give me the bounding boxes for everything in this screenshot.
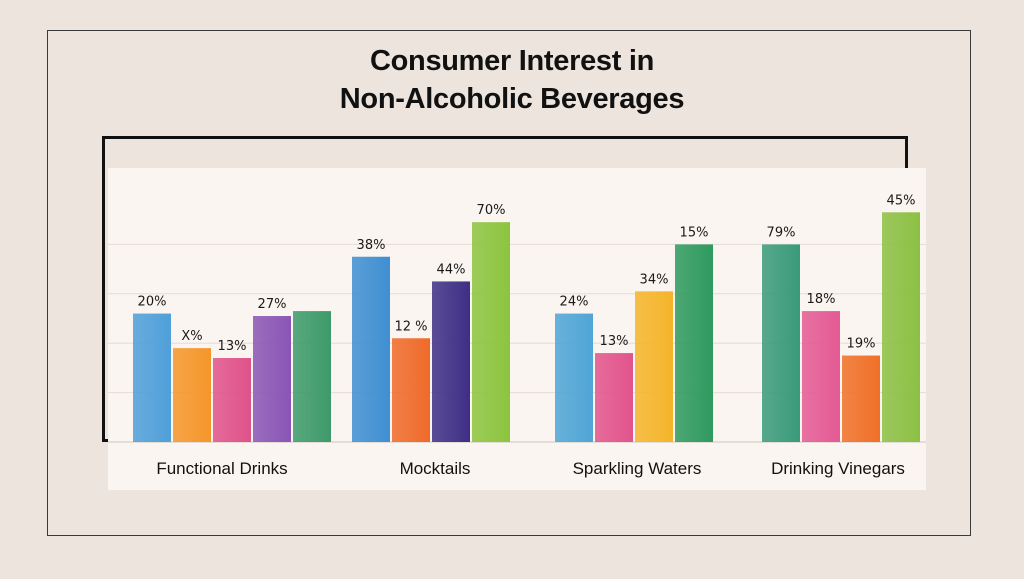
bar-0-4	[293, 311, 331, 442]
bars	[133, 212, 920, 442]
bar-value-label-1-0: 38%	[357, 238, 386, 253]
bar-value-label-2-0: 24%	[560, 295, 589, 310]
bar-0-0	[133, 313, 171, 442]
bar-3-3	[882, 212, 920, 442]
bar-value-label-0-1: X%	[181, 329, 202, 344]
category-label-0: Functional Drinks	[156, 459, 287, 478]
bar-value-label-3-3: 45%	[887, 193, 916, 208]
chart-title-line-1: Consumer Interest in	[369, 45, 655, 77]
category-label-1: Mocktails	[400, 459, 471, 478]
bar-value-label-0-3: 27%	[258, 297, 287, 312]
bar-value-label-1-1: 12 %	[394, 319, 427, 334]
chart-title-line-2: Non-Alcoholic Beverages	[339, 83, 685, 115]
bar-value-label-1-2: 44%	[437, 262, 466, 277]
bar-value-label-0-2: 13%	[218, 339, 247, 354]
chart-title: Consumer Interest in Non-Alcoholic Bever…	[0, 42, 1024, 118]
bar-1-2	[432, 281, 470, 442]
bar-2-0	[555, 313, 593, 442]
bar-value-label-1-3: 70%	[477, 203, 506, 218]
bar-2-1	[595, 353, 633, 442]
bar-value-labels: 20% X% 13% 27% 38% 12 % 44% 70% 24% 13% 34% 15% 79% 1…	[138, 193, 916, 354]
outer-frame	[47, 30, 971, 536]
category-labels: Functional Drinks Mocktails Sparkling Wate…	[156, 459, 905, 478]
bar-0-1	[173, 348, 211, 442]
bar-2-2	[635, 291, 673, 442]
bar-3-0	[762, 244, 800, 442]
bar-0-2	[213, 358, 251, 442]
category-label-3: Drinking Vinegars	[771, 459, 905, 478]
bar-value-label-3-0: 79%	[767, 225, 796, 240]
bar-1-0	[352, 256, 390, 442]
bar-value-label-3-1: 18%	[807, 292, 836, 307]
bar-3-2	[842, 355, 880, 442]
bar-1-1	[392, 338, 430, 442]
bar-2-3	[675, 244, 713, 442]
bar-0-3	[253, 316, 291, 442]
bar-3-1	[802, 311, 840, 442]
bar-value-label-2-1: 13%	[600, 334, 629, 349]
bar-1-3	[472, 222, 510, 442]
category-label-2: Sparkling Waters	[573, 459, 702, 478]
bar-value-label-2-3: 15%	[680, 225, 709, 240]
bar-value-label-0-0: 20%	[138, 295, 167, 310]
bar-value-label-3-2: 19%	[847, 337, 876, 352]
bar-value-label-2-2: 34%	[640, 272, 669, 287]
